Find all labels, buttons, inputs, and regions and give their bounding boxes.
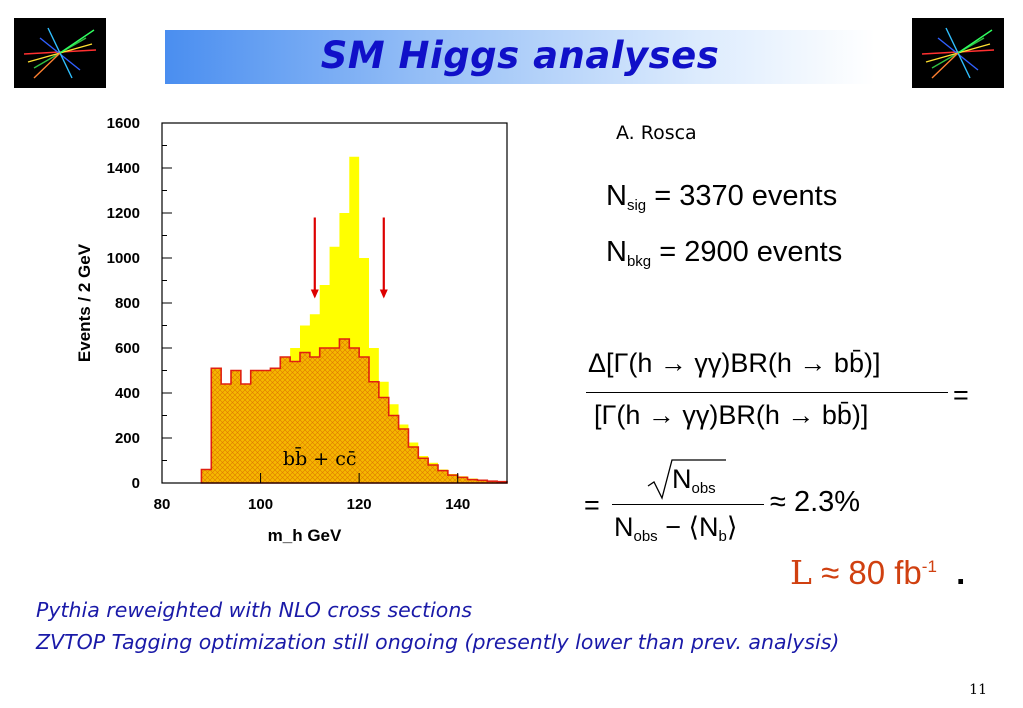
ratio-numerator: Δ[Γ(h → γγ)BR(h → bb̄)] (588, 348, 881, 378)
x-tick-label: 120 (347, 496, 372, 513)
estimate-fraction-bar (612, 504, 764, 505)
n-sig-subscript: sig (626, 197, 647, 214)
n-bkg-subscript: bkg (626, 253, 652, 270)
estimate-result: ≈ 2.3% (770, 486, 861, 518)
x-tick-label: 100 (248, 496, 273, 513)
estimate-denominator: Nobs − ⟨Nb⟩ (614, 512, 738, 545)
slide-title: SM Higgs analyses (320, 34, 720, 77)
ratio-equals: = (953, 380, 969, 410)
sqrt-sign (646, 458, 726, 500)
background-label: bb̄ + cc̄ (283, 446, 357, 470)
x-tick-label: 80 (154, 496, 171, 513)
particle-tracks-icon (23, 27, 97, 79)
luminosity: L ≈ 80 fb-1 . (790, 553, 965, 592)
x-tick-label: 140 (445, 496, 470, 513)
n-sig-symbol: N (606, 180, 627, 212)
y-axis-label: Events / 2 GeV (75, 243, 94, 362)
y-tick-label: 1400 (107, 160, 140, 177)
y-tick-label: 1600 (107, 115, 140, 132)
title-bar: SM Higgs analyses (165, 30, 875, 84)
ratio-denominator: [Γ(h → γγ)BR(h → bb̄)] (594, 400, 869, 430)
sqrt-n-obs: Nobs (672, 464, 716, 497)
note-line-2: ZVTOP Tagging optimization still ongoing… (36, 630, 840, 654)
collision-event-logo-left (14, 18, 106, 88)
arrow-head (310, 289, 319, 299)
histogram-background (200, 338, 508, 484)
y-tick-label: 1200 (107, 205, 140, 222)
n-bkg-symbol: N (606, 236, 627, 268)
note-line-1: Pythia reweighted with NLO cross section… (36, 598, 473, 622)
lumi-value: ≈ 80 fb (821, 554, 922, 591)
lumi-dot: . (956, 554, 966, 591)
y-tick-label: 400 (115, 385, 140, 402)
n-sig-value: = 3370 events (654, 180, 838, 212)
particle-tracks-icon (921, 27, 995, 79)
n-bkg-value: = 2900 events (659, 236, 843, 268)
mass-histogram: 0 200 400 600 800 1000 1200 1400 1600 80 100 120 140… (75, 115, 508, 545)
lumi-exponent: -1 (921, 557, 937, 576)
collision-event-logo-right (912, 18, 1004, 88)
lumi-symbol: L (790, 553, 812, 592)
x-axis-label: m_h GeV (268, 526, 342, 545)
y-tick-label: 200 (115, 430, 140, 447)
estimate-equals: = (584, 490, 600, 520)
y-tick-label: 800 (115, 295, 140, 312)
page-number: 11 (969, 682, 987, 698)
n-bkg-equation: Nbkg = 2900 events (606, 236, 842, 270)
y-tick-label: 1000 (107, 250, 140, 267)
n-sig-equation: Nsig = 3370 events (606, 180, 837, 214)
ratio-fraction-bar (586, 392, 948, 393)
y-tick-label: 0 (132, 475, 140, 492)
y-tick-label: 600 (115, 340, 140, 357)
arrow-head (379, 289, 388, 299)
author-name: A. Rosca (616, 122, 697, 144)
